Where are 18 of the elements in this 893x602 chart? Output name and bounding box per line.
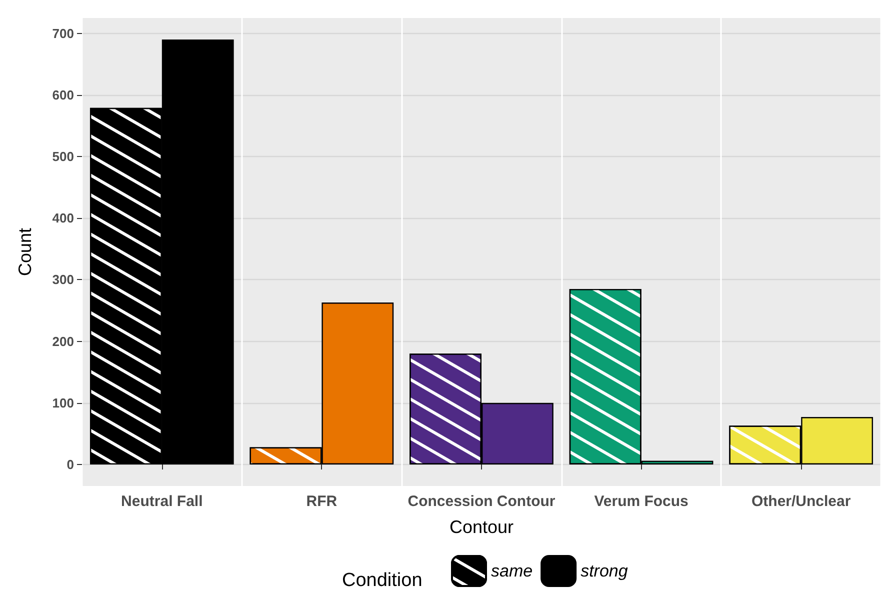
y-tick-label: 400 (52, 210, 74, 226)
x-tick-label: Neutral Fall (121, 493, 203, 510)
x-tick-label: Verum Focus (594, 493, 688, 510)
y-tick-label: 500 (52, 149, 74, 164)
y-tick-label: 700 (52, 26, 74, 41)
x-tick-label: RFR (306, 493, 338, 510)
y-axis-title: Count (15, 228, 35, 276)
x-axis-title: Contour (449, 517, 514, 537)
legend-label: same (491, 562, 533, 580)
y-tick-label: 100 (52, 395, 74, 410)
y-tick-label: 300 (52, 272, 74, 288)
x-tick-label: Other/Unclear (752, 493, 851, 510)
y-tick-label: 600 (52, 87, 74, 102)
x-tick-label: Concession Contour (408, 493, 556, 510)
y-tick-label: 0 (66, 456, 74, 472)
legend-title: Condition (342, 570, 422, 591)
legend-label: strong (580, 562, 628, 580)
y-tick-label: 200 (52, 334, 74, 349)
